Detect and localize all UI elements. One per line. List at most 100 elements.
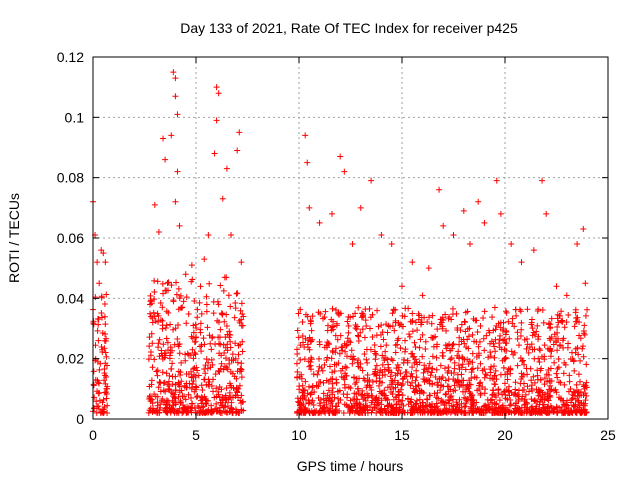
data-point — [522, 391, 529, 398]
data-point — [371, 341, 378, 348]
data-point — [99, 408, 106, 415]
data-point — [429, 380, 436, 387]
data-point — [517, 332, 524, 339]
data-point — [487, 369, 494, 376]
data-point — [356, 409, 363, 416]
data-point — [440, 352, 447, 359]
data-point — [477, 379, 484, 386]
data-point — [523, 336, 530, 343]
data-point — [328, 324, 335, 331]
data-point — [535, 392, 542, 399]
data-point — [104, 385, 111, 392]
data-point — [185, 371, 192, 378]
data-point — [558, 318, 565, 325]
data-point — [391, 327, 398, 334]
data-point — [497, 210, 504, 217]
data-point — [489, 314, 496, 321]
data-point — [448, 402, 455, 409]
data-point — [352, 381, 359, 388]
data-point — [240, 313, 247, 320]
data-point — [232, 305, 239, 312]
data-point — [162, 388, 169, 395]
data-point — [357, 401, 364, 408]
data-point — [319, 367, 326, 374]
data-point — [429, 312, 436, 319]
data-point — [239, 310, 246, 317]
data-point — [95, 321, 102, 328]
data-point — [548, 348, 555, 355]
data-point — [175, 306, 182, 313]
data-point — [573, 381, 580, 388]
data-point — [545, 367, 552, 374]
data-point — [423, 365, 430, 372]
data-point — [182, 396, 189, 403]
data-point — [577, 357, 584, 364]
data-point — [197, 283, 204, 290]
x-tick-label: 20 — [497, 427, 513, 443]
data-point — [539, 177, 546, 184]
data-point — [299, 382, 306, 389]
data-point — [208, 346, 215, 353]
data-point — [469, 365, 476, 372]
data-point — [180, 298, 187, 305]
data-point — [155, 340, 162, 347]
data-point — [353, 396, 360, 403]
data-point — [428, 369, 435, 376]
data-point — [448, 345, 455, 352]
data-point — [422, 345, 429, 352]
data-point — [546, 392, 553, 399]
data-point — [389, 323, 396, 330]
data-point — [344, 341, 351, 348]
data-point — [398, 382, 405, 389]
data-point — [316, 379, 323, 386]
data-point — [407, 382, 414, 389]
data-point — [471, 374, 478, 381]
data-point — [223, 165, 230, 172]
data-point — [419, 409, 426, 416]
data-point — [367, 314, 374, 321]
data-point — [530, 329, 537, 336]
data-point — [381, 392, 388, 399]
data-point — [447, 356, 454, 363]
data-point — [175, 393, 182, 400]
data-point — [397, 386, 404, 393]
data-point — [381, 366, 388, 373]
data-point — [502, 354, 509, 361]
data-point — [341, 376, 348, 383]
data-point — [317, 396, 324, 403]
data-point — [154, 367, 161, 374]
data-point — [209, 333, 216, 340]
data-point — [223, 364, 230, 371]
data-point — [98, 294, 105, 301]
data-point — [206, 383, 213, 390]
data-point — [523, 345, 530, 352]
data-point — [194, 306, 201, 313]
data-point — [155, 312, 162, 319]
data-point — [505, 366, 512, 373]
data-point — [316, 219, 323, 226]
data-point — [98, 310, 105, 317]
data-point — [482, 371, 489, 378]
data-point — [196, 299, 203, 306]
data-point — [96, 397, 103, 404]
data-point — [406, 333, 413, 340]
data-point — [542, 408, 549, 415]
data-point — [541, 408, 548, 415]
data-point — [456, 396, 463, 403]
data-point — [548, 315, 555, 322]
data-point — [578, 392, 585, 399]
data-point — [449, 311, 456, 318]
data-point — [422, 338, 429, 345]
data-point — [148, 300, 155, 307]
data-point — [435, 395, 442, 402]
data-point — [169, 405, 176, 412]
data-point — [495, 390, 502, 397]
data-point — [348, 347, 355, 354]
data-point — [557, 341, 564, 348]
data-point — [511, 349, 518, 356]
data-point — [383, 321, 390, 328]
data-point — [305, 383, 312, 390]
data-point — [218, 386, 225, 393]
data-point — [563, 292, 570, 299]
data-point — [195, 372, 202, 379]
